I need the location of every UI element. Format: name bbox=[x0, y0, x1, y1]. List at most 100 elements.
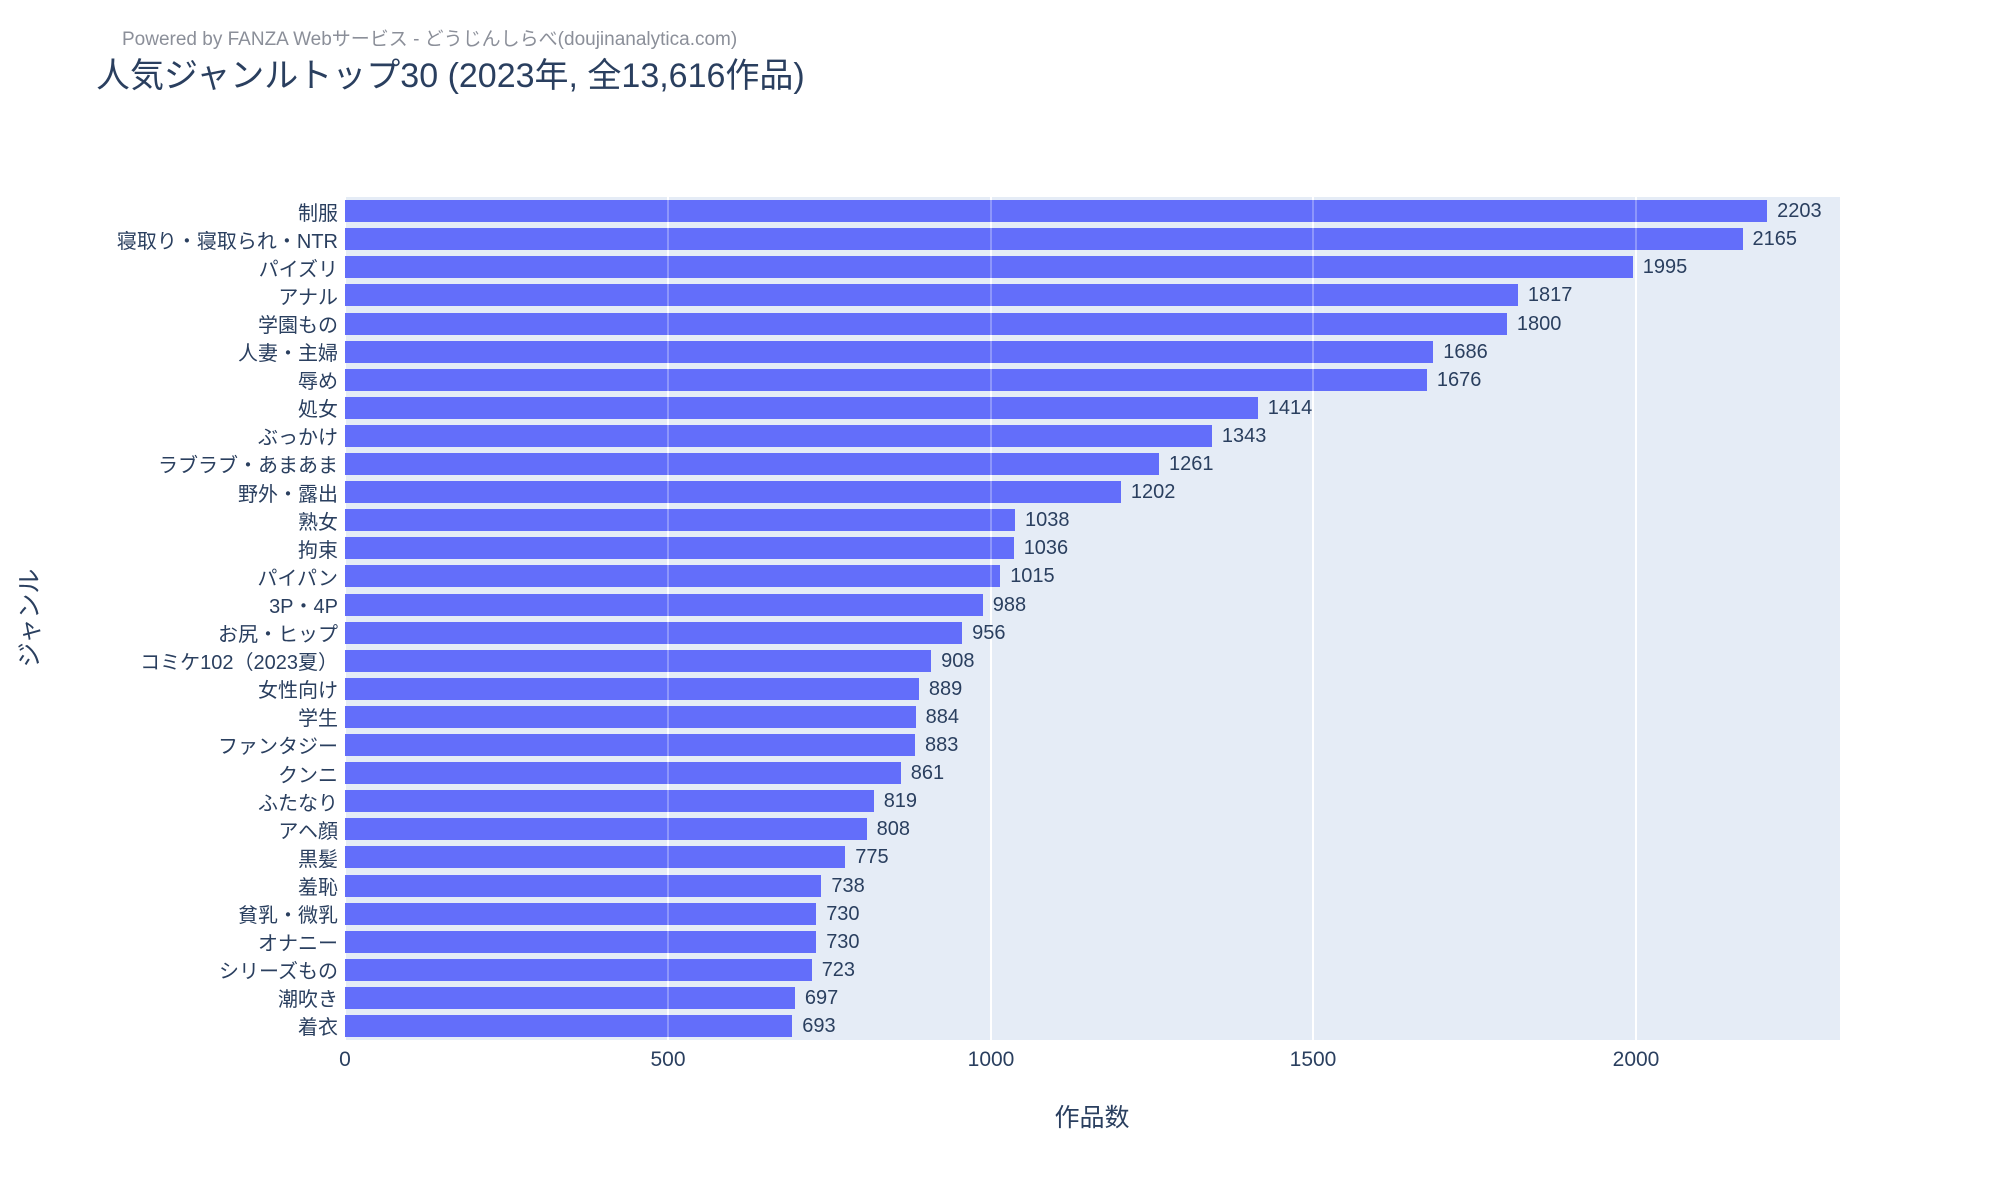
chart-title: 人気ジャンルトップ30 (2023年, 全13,616作品) bbox=[96, 57, 805, 95]
bar-value-label: 1995 bbox=[1642, 256, 1688, 279]
category-label: 潮吹き bbox=[278, 989, 338, 1012]
category-label: 女性向け bbox=[258, 680, 338, 703]
plot-area: 2203 2165 1995 1817 1800 1686 1676 1414 1343 1261… bbox=[344, 197, 1840, 1040]
bar-value-label: 1015 bbox=[1010, 565, 1055, 588]
chart-bar[interactable] bbox=[345, 818, 867, 841]
bar-value-label: 819 bbox=[883, 790, 918, 813]
bar-value-label: 697 bbox=[804, 986, 839, 1009]
chart-bar[interactable] bbox=[345, 537, 1014, 560]
bar-value-label: 889 bbox=[928, 677, 963, 700]
bar-value-label: 2203 bbox=[1777, 200, 1822, 223]
chart-bar[interactable] bbox=[345, 256, 1633, 279]
bar-value-label: 1036 bbox=[1023, 537, 1069, 560]
category-label: アヘ顔 bbox=[278, 820, 338, 843]
bar-value-label: 730 bbox=[826, 902, 860, 925]
chart-bar[interactable] bbox=[345, 874, 822, 897]
category-label: オナニー bbox=[258, 933, 338, 956]
x-tick-label: 1000 bbox=[967, 1048, 1015, 1071]
chart-bar[interactable] bbox=[345, 930, 817, 953]
bar-value-label: 1261 bbox=[1169, 453, 1214, 475]
category-label: アナル bbox=[278, 286, 338, 309]
chart-bar[interactable] bbox=[345, 621, 963, 644]
chart-bar[interactable] bbox=[345, 986, 795, 1009]
chart-bar[interactable] bbox=[345, 424, 1212, 447]
gridline bbox=[990, 197, 992, 1040]
bar-value-label: 883 bbox=[925, 733, 959, 756]
category-label: 辱め bbox=[298, 371, 338, 394]
category-label: 学園もの bbox=[258, 314, 338, 337]
x-tick-label: 1500 bbox=[1289, 1048, 1337, 1071]
chart-bar[interactable] bbox=[345, 284, 1518, 307]
bar-value-label: 775 bbox=[855, 846, 889, 869]
chart-bar[interactable] bbox=[345, 790, 874, 813]
chart-bar[interactable] bbox=[345, 846, 846, 869]
chart-bar[interactable] bbox=[345, 340, 1434, 363]
chart-bar[interactable] bbox=[345, 1015, 793, 1037]
x-tick-label: 2000 bbox=[1612, 1048, 1660, 1071]
zero-line bbox=[344, 197, 346, 1040]
chart-bar[interactable] bbox=[345, 733, 915, 756]
gridline bbox=[1312, 197, 1314, 1040]
category-label: 貧乳・微乳 bbox=[238, 905, 338, 928]
category-label: 黒髪 bbox=[298, 848, 338, 871]
powered-by-text: Powered by FANZA Webサービス - どうじんしらべ(douji… bbox=[122, 29, 738, 50]
category-label: ぶっかけ bbox=[258, 427, 338, 450]
category-label: 学生 bbox=[298, 708, 338, 731]
x-axis-title: 作品数 bbox=[1054, 1104, 1130, 1132]
bar-value-label: 988 bbox=[992, 593, 1027, 616]
bar-value-label: 956 bbox=[972, 621, 1006, 644]
category-label: ふたなり bbox=[258, 792, 338, 815]
chart-bar[interactable] bbox=[345, 705, 916, 728]
bar-value-label: 1817 bbox=[1527, 284, 1573, 307]
category-label: お尻・ヒップ bbox=[218, 624, 338, 647]
chart-bar[interactable] bbox=[345, 228, 1743, 251]
category-label: ファンタジー bbox=[218, 736, 338, 759]
chart-bar[interactable] bbox=[345, 368, 1427, 391]
bar-value-label: 738 bbox=[831, 874, 865, 897]
category-label: 寝取り・寝取られ・NTR bbox=[116, 230, 338, 253]
category-label: シリーズもの bbox=[219, 961, 338, 984]
bar-value-label: 861 bbox=[910, 762, 945, 784]
chart-bar[interactable] bbox=[345, 762, 901, 784]
chart-bar[interactable] bbox=[345, 677, 919, 700]
chart-bar[interactable] bbox=[345, 312, 1507, 335]
category-label: 人妻・主婦 bbox=[238, 343, 338, 366]
chart-bar[interactable] bbox=[345, 902, 817, 925]
chart-bar[interactable] bbox=[345, 593, 983, 616]
bar-value-label: 884 bbox=[925, 705, 959, 728]
category-label: パイパン bbox=[257, 567, 338, 590]
bar-value-label: 1686 bbox=[1443, 340, 1488, 363]
x-tick-label: 0 bbox=[339, 1048, 351, 1071]
bar-value-label: 1414 bbox=[1267, 396, 1313, 419]
bar-value-label: 2165 bbox=[1752, 228, 1798, 251]
gridline bbox=[667, 197, 669, 1040]
gridline bbox=[1635, 197, 1637, 1040]
category-label: パイズリ bbox=[258, 258, 338, 281]
category-label: 着衣 bbox=[298, 1017, 338, 1040]
category-label: 拘束 bbox=[298, 539, 338, 562]
chart-bar[interactable] bbox=[345, 649, 932, 672]
chart-bar[interactable] bbox=[345, 396, 1258, 419]
gridline-overlay bbox=[990, 197, 992, 1040]
chart-bar[interactable] bbox=[345, 481, 1121, 504]
chart-bar[interactable] bbox=[345, 200, 1768, 223]
chart-bar[interactable] bbox=[345, 509, 1015, 532]
category-label: 制服 bbox=[298, 202, 338, 225]
chart-bar[interactable] bbox=[345, 958, 812, 981]
gridline-overlay bbox=[1312, 197, 1314, 1040]
x-tick-label: 500 bbox=[650, 1048, 686, 1071]
category-label: コミケ102（2023夏） bbox=[140, 652, 338, 675]
bar-value-label: 1343 bbox=[1221, 424, 1267, 447]
bar-value-label: 808 bbox=[876, 818, 910, 841]
bar-value-label: 1800 bbox=[1516, 312, 1562, 335]
bar-value-label: 723 bbox=[821, 958, 856, 981]
category-label: 野外・露出 bbox=[238, 483, 338, 506]
bar-value-label: 1676 bbox=[1436, 368, 1482, 391]
chart-bar[interactable] bbox=[345, 453, 1159, 475]
category-label: 処女 bbox=[298, 399, 338, 422]
gridline-overlay bbox=[1635, 197, 1637, 1040]
bar-value-label: 693 bbox=[802, 1015, 836, 1037]
chart-bar[interactable] bbox=[345, 565, 1001, 588]
bar-value-label: 908 bbox=[941, 649, 975, 672]
